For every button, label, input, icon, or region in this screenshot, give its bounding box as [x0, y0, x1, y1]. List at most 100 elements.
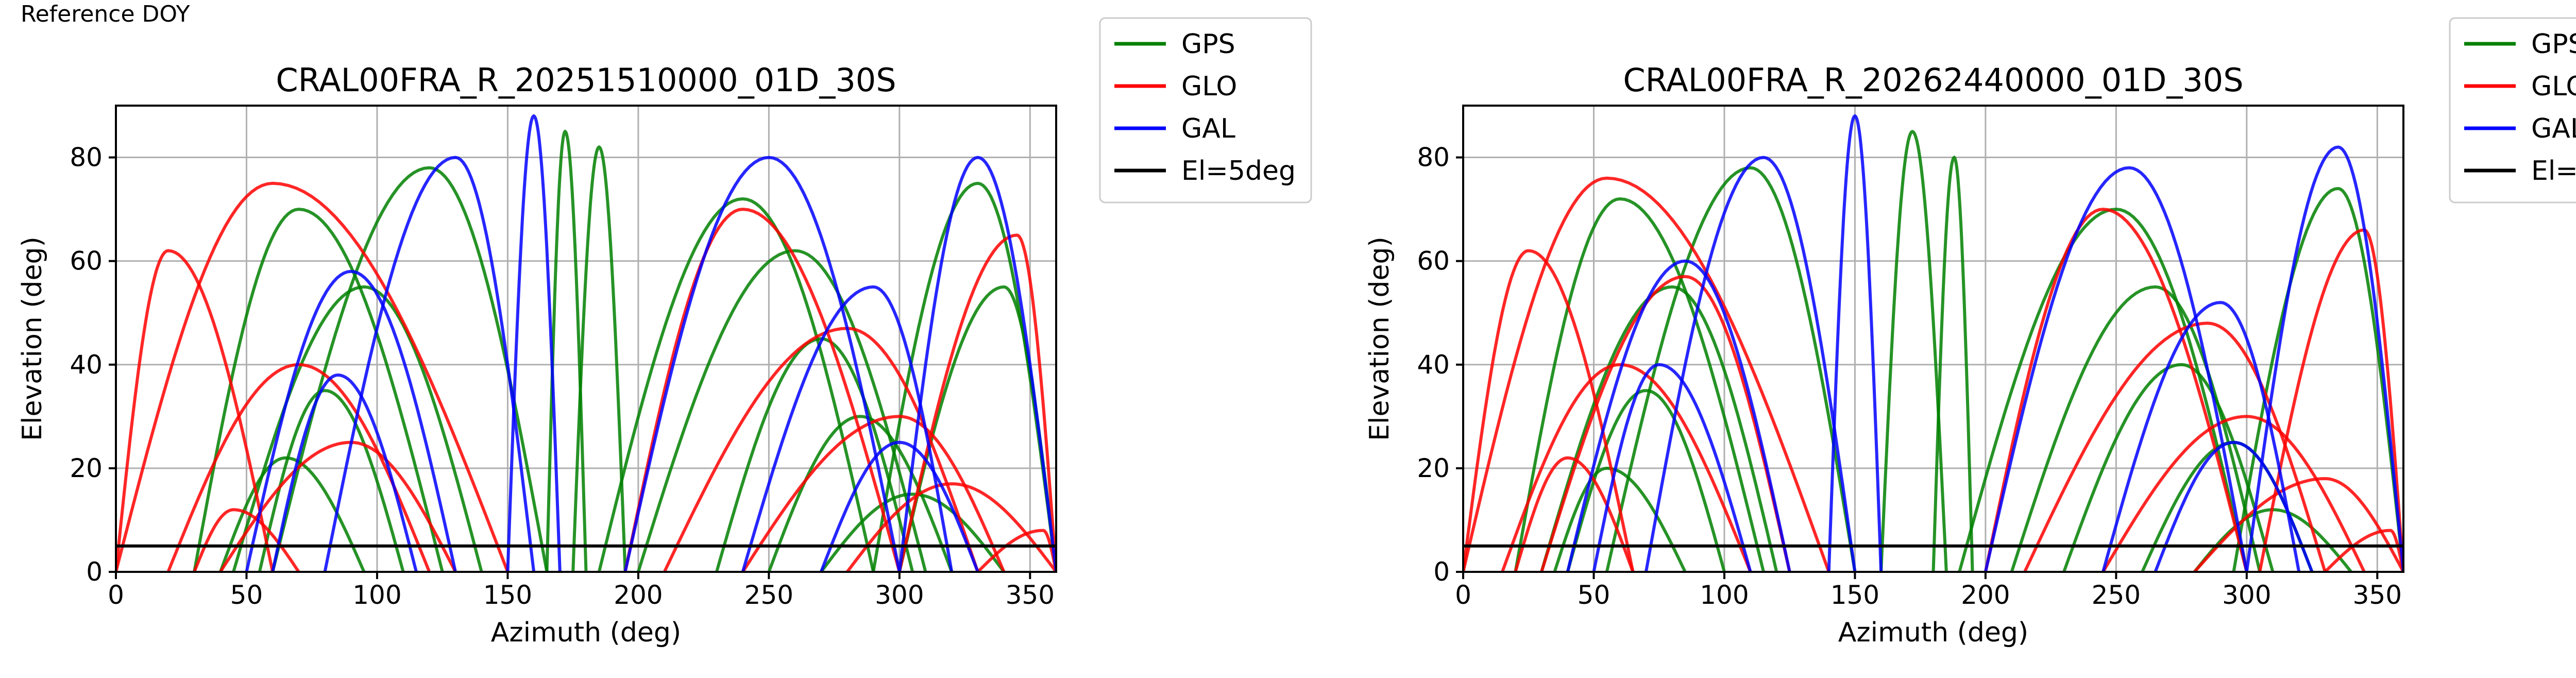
- x-tick-label: 0: [1455, 580, 1471, 610]
- series-arc-gal: [2154, 440, 2314, 572]
- x-tick-label: 350: [2353, 580, 2402, 610]
- series-arc-gal: [819, 440, 979, 572]
- y-axis-label: Elevation (deg): [1364, 236, 1395, 441]
- x-tick-label: 200: [614, 580, 663, 610]
- series-arc-gal: [506, 114, 562, 572]
- series-arc-glo: [1984, 208, 2248, 572]
- x-tick-label: 50: [1578, 580, 1611, 610]
- legend-box: [2449, 17, 2576, 204]
- chart-panel-left: 0 50 100 150 200 250 300 350 0 20 40 60 80 CRAL00FRA_…: [17, 17, 1312, 648]
- series-arc-gal: [1644, 156, 1857, 572]
- x-tick-label: 300: [2222, 580, 2271, 610]
- series-arc-gps: [1879, 129, 1948, 572]
- x-tick-label: 150: [1831, 580, 1879, 610]
- y-tick-label: 40: [70, 350, 103, 380]
- chart-title: CRAL00FRA_R_20251510000_01D_30S: [276, 61, 896, 99]
- series-arc-glo: [623, 208, 901, 572]
- y-tick-label: 60: [70, 246, 103, 276]
- x-axis-label: Azimuth (deg): [491, 617, 681, 648]
- series-arc-gal: [323, 156, 536, 572]
- series-arc-gps: [1958, 208, 2248, 572]
- chart-title: CRAL00FRA_R_20262440000_01D_30S: [1623, 61, 2243, 99]
- series-arc-glo: [2324, 529, 2403, 572]
- series-arc-gps: [271, 166, 549, 572]
- series-arc-gps: [2010, 285, 2262, 572]
- series-arc-gps: [232, 285, 483, 572]
- legend-label-gps: GPS: [1181, 29, 1235, 60]
- reference-doy-note: Reference DOY: [21, 1, 190, 27]
- x-tick-label: 300: [875, 580, 924, 610]
- series-arc-gal: [741, 285, 954, 572]
- series-arc-gps: [2232, 187, 2403, 572]
- x-tick-label: 150: [483, 580, 532, 610]
- x-tick-label: 250: [744, 580, 793, 610]
- series-arc-gps: [1605, 166, 1857, 572]
- series-arc-gal: [245, 269, 457, 572]
- plot-area: [116, 114, 1056, 572]
- series-arc-glo: [1463, 249, 1635, 572]
- series-arc-gal: [1566, 259, 1791, 572]
- chart-panel-right: 0 50 100 150 200 250 300 350 0 20 40 60 80 CRAL00FRA_…: [1364, 17, 2576, 648]
- series-arc-gal: [623, 156, 901, 572]
- x-tick-label: 200: [1961, 580, 2010, 610]
- series-arc-glo: [741, 415, 1006, 572]
- series-arc-glo: [846, 482, 1056, 572]
- x-axis-label: Azimuth (deg): [1838, 617, 2028, 648]
- series-arc-glo: [1463, 176, 1831, 572]
- y-tick-label: 0: [1433, 557, 1450, 587]
- legend: GPS GLO GAL El=5deg: [1099, 17, 1312, 204]
- series-arc-glo: [2102, 415, 2366, 572]
- legend-label-gal: GAL: [2531, 113, 2576, 144]
- legend-label-el-5deg: El=5deg: [1181, 156, 1296, 187]
- series-arc-gps: [715, 337, 914, 572]
- series-arc-gal: [1984, 166, 2248, 572]
- x-tick-label: 100: [1700, 580, 1749, 610]
- series-arc-glo: [2258, 228, 2403, 572]
- legend-label-glo: GLO: [1181, 71, 1237, 102]
- series-arc-gal: [2245, 145, 2403, 572]
- series-arc-gps: [897, 285, 1056, 572]
- y-tick-label: 60: [1417, 246, 1450, 276]
- y-tick-label: 80: [70, 143, 103, 173]
- series-arc-glo: [897, 233, 1056, 572]
- series-arc-glo: [193, 508, 300, 572]
- series-arc-gal: [2102, 301, 2301, 572]
- legend: GPS GLO GAL El=5deg: [2449, 17, 2576, 204]
- x-tick-label: 50: [230, 580, 263, 610]
- series-arc-gal: [271, 373, 418, 572]
- legend-label-glo: GLO: [2531, 71, 2576, 102]
- plot-area: [1463, 114, 2403, 572]
- x-tick-label: 0: [108, 580, 124, 610]
- series-arc-gps: [1553, 466, 1687, 572]
- series-arc-gps: [1540, 285, 1778, 572]
- series-arc-gps: [820, 493, 1006, 572]
- series-arc-glo: [2023, 321, 2327, 572]
- series-arc-gps: [637, 249, 927, 572]
- series-arc-glo: [116, 249, 275, 572]
- series-arc-glo: [1514, 456, 1635, 572]
- legend-label-el-5deg: El=5deg: [2531, 156, 2576, 187]
- series-arc-gps: [597, 197, 875, 572]
- x-tick-label: 100: [352, 580, 401, 610]
- series-arc-glo: [976, 529, 1056, 572]
- y-tick-label: 20: [70, 453, 103, 483]
- series-arc-gps: [2062, 363, 2275, 572]
- series-arc-gps: [193, 208, 444, 572]
- series-arc-gps: [2193, 508, 2352, 572]
- x-tick-label: 350: [1006, 580, 1055, 610]
- series-arc-glo: [116, 181, 510, 572]
- series-arc-glo: [1540, 275, 1791, 572]
- x-tick-label: 250: [2092, 580, 2141, 610]
- y-tick-label: 20: [1417, 453, 1450, 483]
- series-arc-gps: [1514, 197, 1765, 572]
- series-arc-gal: [897, 156, 1056, 572]
- y-axis-label: Elevation (deg): [17, 236, 48, 441]
- legend-box: [1099, 17, 1312, 204]
- series-arc-gal: [1827, 114, 1883, 572]
- series-arc-glo: [1501, 363, 1752, 572]
- y-tick-label: 0: [86, 557, 103, 587]
- series-arc-gps: [218, 456, 366, 572]
- series-arc-gal: [1592, 363, 1752, 572]
- legend-label-gal: GAL: [1181, 113, 1235, 144]
